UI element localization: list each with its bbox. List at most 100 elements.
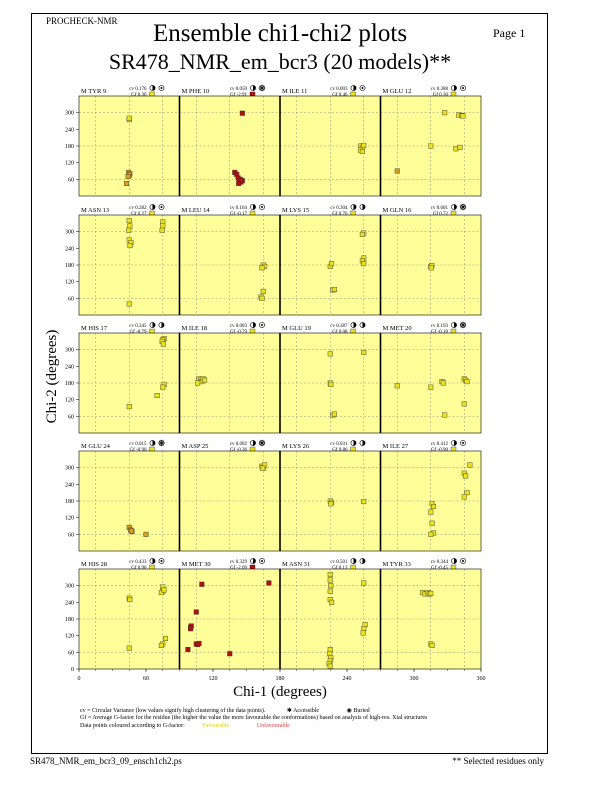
gf-value: Gf 0.72 (433, 212, 449, 217)
data-point (429, 520, 435, 526)
data-point (328, 583, 334, 589)
residue-label: M HIS 28 (81, 561, 107, 568)
gf-value: Gf -0.45 (431, 566, 448, 571)
y-tick-label: 240 (65, 246, 74, 252)
buried-icon (359, 85, 366, 91)
data-point (361, 261, 367, 267)
accessible-icon (258, 439, 266, 447)
buried-icon (259, 322, 265, 328)
data-point (461, 401, 467, 407)
data-point (329, 599, 335, 605)
residue-label: M GLU 12 (383, 88, 412, 95)
accessible-icon: ✱ (286, 708, 292, 714)
data-point (467, 462, 473, 468)
y-tick-label: 60 (68, 532, 74, 538)
legend-accessible: Accessible (293, 708, 320, 714)
buried-icon (158, 85, 165, 91)
residue-label: M ILE 11 (282, 88, 307, 95)
buried-icon (460, 85, 466, 91)
legend-gf-text: Gf = Average G-factor for the residue (t… (80, 715, 428, 721)
data-point (126, 645, 132, 651)
y-tick-label: 180 (65, 499, 74, 505)
y-tick-label: 240 (65, 600, 74, 606)
x-axis-title: Chi-1 (degrees) (233, 684, 327, 700)
data-point (464, 379, 470, 385)
legend-buried: Buried (353, 708, 370, 714)
data-point (327, 351, 333, 357)
data-point (428, 531, 434, 537)
buried-icon (158, 204, 165, 210)
cv-value: cv 0.031 (330, 442, 348, 447)
data-point (158, 590, 164, 596)
circular-variance-icon (350, 440, 357, 446)
residue-label: M GLU 24 (81, 443, 111, 450)
data-point (163, 635, 169, 641)
chart-title: Ensemble chi1-chi2 plots (152, 20, 408, 47)
accessible-icon (459, 321, 467, 329)
data-point (328, 501, 334, 507)
data-point (123, 180, 129, 186)
data-point (160, 341, 166, 347)
y-tick-label: 180 (65, 617, 74, 623)
program-label: PROCHECK-NMR (46, 16, 118, 26)
accessible-icon (459, 203, 467, 211)
data-point (431, 504, 437, 510)
cv-value: cv 0.344 (431, 560, 449, 565)
data-point (428, 509, 434, 515)
data-point (327, 577, 333, 583)
y-tick-label: 300 (65, 230, 74, 236)
circular-variance-icon (350, 322, 357, 328)
data-point (154, 393, 160, 399)
circular-variance-icon (149, 558, 156, 564)
circular-variance-icon (250, 85, 256, 91)
y-tick-label: 300 (65, 348, 74, 354)
data-point (260, 288, 266, 294)
data-point (126, 404, 132, 410)
data-point (185, 647, 191, 653)
residue-label: M GLN 16 (383, 207, 413, 214)
buried-icon (259, 558, 265, 564)
y-tick-label: 300 (65, 584, 74, 590)
circular-variance-icon (250, 558, 256, 564)
data-point (457, 144, 463, 150)
data-point (394, 168, 400, 174)
data-point (127, 223, 133, 229)
legend-favourable: Favourable (202, 723, 230, 729)
gf-value: Gf 0.86 (332, 448, 348, 453)
y-tick-label: 300 (65, 111, 74, 117)
y-tick-label: 60 (68, 650, 74, 656)
y-tick-label: 240 (65, 364, 74, 370)
y-tick-label: 60 (68, 177, 74, 183)
gf-value: Gf -0.90 (431, 448, 448, 453)
data-point (361, 499, 367, 505)
circular-variance-icon (451, 85, 457, 91)
buried-icon (460, 440, 466, 446)
gf-value: Gf -0.17 (230, 212, 247, 217)
data-point (143, 531, 149, 537)
data-point (428, 265, 434, 271)
residue-label: M GLU 19 (282, 325, 311, 332)
gf-value: Gf 0.27 (131, 212, 147, 217)
gf-value: Gf 0.76 (332, 212, 348, 217)
gf-value: Gf 0.46 (332, 93, 348, 98)
page-frame (31, 13, 548, 754)
data-point (461, 494, 467, 500)
data-point (327, 588, 333, 594)
cv-value: cv 0.015 (129, 442, 147, 447)
gf-value: Gf 0.30 (131, 93, 147, 98)
gf-value: Gf 0.30 (433, 93, 449, 98)
data-point (327, 651, 333, 657)
legend-cv-text: cv = Circular Variance (low values signi… (80, 708, 266, 714)
partial-access-icon (158, 322, 165, 328)
cv-value: cv 0.003 (230, 324, 248, 329)
data-point (202, 377, 208, 383)
